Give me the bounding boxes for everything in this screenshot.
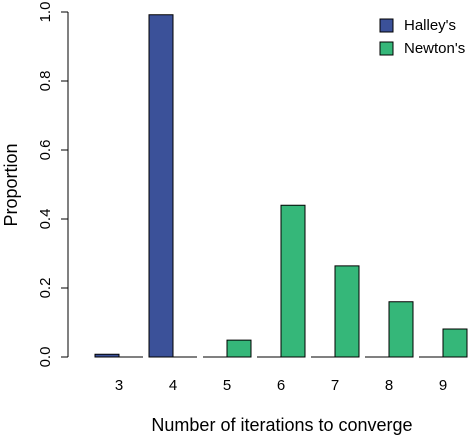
y-tick-label: 1.0 [37, 2, 54, 23]
bar [94, 353, 120, 358]
x-tick-label: 5 [223, 377, 231, 394]
x-tick-label: 7 [331, 377, 339, 394]
bar [388, 301, 414, 358]
y-tick-label: 0.2 [37, 278, 54, 299]
bar [280, 204, 306, 358]
y-tick-label: 0.6 [37, 140, 54, 161]
x-axis-label: Number of iterations to converge [151, 415, 412, 435]
y-tick-label: 0.8 [37, 71, 54, 92]
x-tick-label: 6 [277, 377, 285, 394]
legend-swatch [379, 18, 394, 33]
x-tick-label: 9 [439, 377, 447, 394]
legend-label: Halley's [404, 17, 456, 34]
y-tick-label: 0.4 [37, 209, 54, 230]
bar [442, 328, 468, 358]
bar [226, 339, 252, 358]
y-tick-label: 0.0 [37, 347, 54, 368]
x-tick-label: 3 [115, 377, 123, 394]
legend-label: Newton's [404, 40, 465, 57]
legend-swatch [379, 41, 394, 56]
bar [148, 14, 174, 358]
y-axis-label: Proportion [1, 143, 21, 226]
x-tick-label: 4 [169, 377, 177, 394]
bar [334, 265, 360, 358]
x-tick-label: 8 [385, 377, 393, 394]
